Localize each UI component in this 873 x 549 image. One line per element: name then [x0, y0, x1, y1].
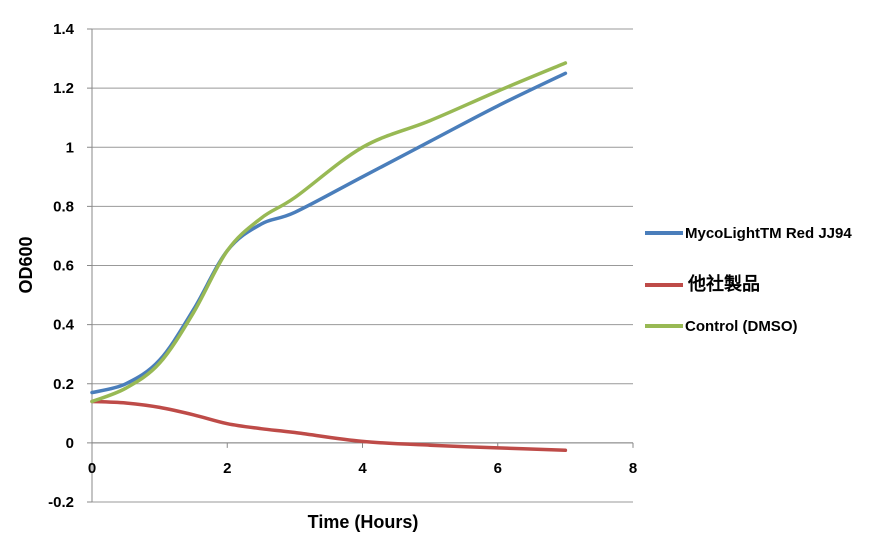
gridlines [92, 28, 633, 503]
y-tick-label: 0.8 [53, 198, 74, 215]
x-tick-labels: 0 2 4 6 8 [88, 442, 637, 477]
y-tick-label: -0.2 [48, 494, 74, 511]
y-tick-label: 1 [66, 139, 74, 156]
legend-label: Control (DMSO) [685, 318, 797, 335]
y-tick-label: 0 [66, 435, 74, 452]
x-tick-label: 6 [494, 460, 502, 477]
x-tick-label: 2 [223, 460, 231, 477]
x-axis-title: Time (Hours) [308, 512, 419, 532]
y-axis-title: OD600 [16, 236, 36, 293]
y-tick-label: 0.4 [53, 317, 75, 334]
series-lines [90, 61, 568, 453]
legend-label: MycoLightTM Red JJ94 [685, 225, 852, 242]
y-tick-label: 0.2 [53, 376, 74, 393]
series-line-control [90, 61, 568, 404]
y-tick-label: 1.2 [53, 80, 74, 97]
x-tick-label: 8 [629, 460, 637, 477]
y-tick-label: 1.4 [53, 21, 75, 38]
legend-item-control: Control (DMSO) [645, 318, 797, 335]
legend-item-competitor: 他社製品 [645, 273, 760, 294]
series-line-mycolight [90, 71, 568, 395]
legend: MycoLightTM Red JJ94 他社製品 Control (DMSO) [645, 225, 852, 335]
x-tick-label: 0 [88, 460, 96, 477]
y-tick-labels: -0.2 0 0.2 0.4 0.6 0.8 1 1.2 1.4 [48, 21, 92, 511]
legend-label: 他社製品 [687, 273, 760, 294]
series-line-competitor [90, 399, 568, 453]
x-tick-label: 4 [358, 460, 367, 477]
y-tick-label: 0.6 [53, 258, 74, 275]
legend-item-mycolight: MycoLightTM Red JJ94 [645, 225, 852, 242]
